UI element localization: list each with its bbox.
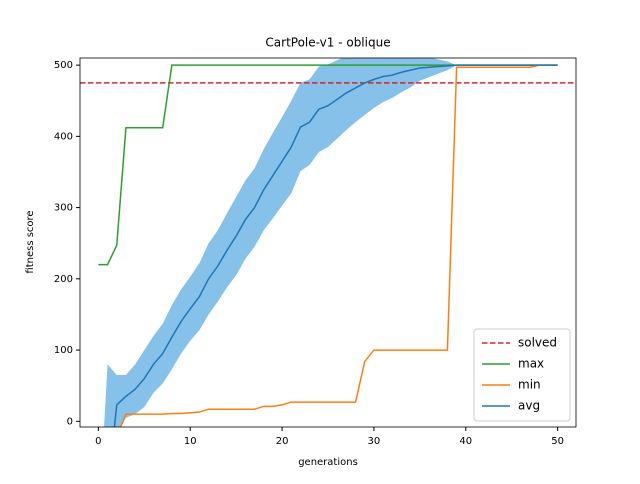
y-axis-label: fitness score (25, 210, 36, 273)
y-tick-label: 200 (54, 274, 73, 285)
x-tick-label: 50 (551, 436, 564, 447)
axes-frame (79, 57, 577, 428)
legend-label: solved (518, 336, 557, 350)
legend-box (473, 328, 571, 422)
series-line (119, 64, 558, 427)
x-tick-label: 40 (459, 436, 472, 447)
y-tick-label: 300 (54, 203, 73, 214)
std-band (104, 58, 558, 427)
y-tick-label: 0 (67, 416, 73, 427)
x-tick-label: 0 (95, 436, 101, 447)
chart-title: CartPole-v1 - oblique (265, 36, 390, 50)
x-tick-label: 20 (276, 436, 289, 447)
y-tick-label: 500 (54, 60, 73, 71)
x-axis-label: generations (298, 457, 358, 468)
legend-label: max (518, 357, 544, 371)
legend-label: min (518, 378, 541, 392)
x-tick-label: 10 (184, 436, 197, 447)
series-line (113, 64, 558, 427)
y-tick-label: 100 (54, 345, 73, 356)
y-tick-label: 400 (54, 131, 73, 142)
x-tick-label: 30 (368, 436, 381, 447)
legend-label: avg (518, 399, 540, 413)
